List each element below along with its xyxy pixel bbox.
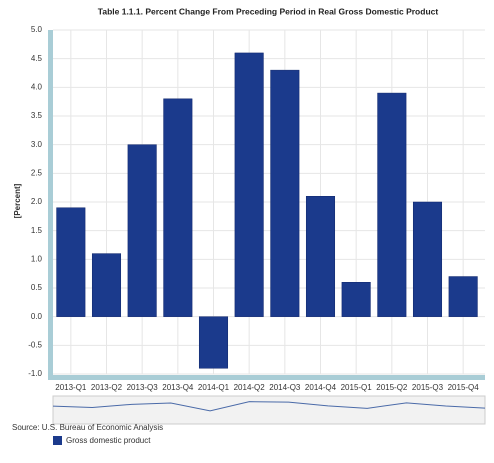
bar bbox=[448, 276, 478, 317]
y-tick-label: -0.5 bbox=[28, 340, 42, 349]
x-tick-label: 2013-Q4 bbox=[162, 383, 194, 392]
bar bbox=[377, 92, 407, 317]
y-tick-label: 2.5 bbox=[31, 168, 43, 177]
y-tick-label: 2.0 bbox=[31, 197, 43, 206]
y-tick-label: 1.0 bbox=[31, 254, 43, 263]
x-tick-label: 2014-Q2 bbox=[234, 383, 266, 392]
y-tick-label: 4.0 bbox=[31, 82, 43, 91]
y-tick-label: 1.5 bbox=[31, 226, 43, 235]
bar bbox=[305, 196, 336, 317]
chart-title: Table 1.1.1. Percent Change From Precedi… bbox=[98, 6, 439, 16]
bar bbox=[163, 98, 193, 317]
y-tick-label: 5.0 bbox=[31, 25, 43, 34]
y-tick-label: 0.0 bbox=[31, 312, 43, 321]
bar bbox=[412, 201, 443, 317]
bar bbox=[341, 282, 371, 317]
legend-swatch bbox=[53, 436, 62, 445]
x-tick-label: 2014-Q1 bbox=[198, 383, 230, 392]
y-axis-bar bbox=[48, 30, 53, 380]
x-tick-label: 2015-Q3 bbox=[412, 383, 444, 392]
navigator bbox=[52, 395, 486, 425]
y-tick-label: 4.5 bbox=[31, 54, 43, 63]
bar bbox=[91, 253, 122, 317]
y-tick-label: 3.5 bbox=[31, 111, 43, 120]
x-tick-label: 2013-Q1 bbox=[55, 383, 87, 392]
bar bbox=[270, 69, 300, 317]
x-tick-label: 2014-Q3 bbox=[269, 383, 301, 392]
x-tick-label: 2015-Q2 bbox=[376, 383, 408, 392]
x-tick-label: 2014-Q4 bbox=[305, 383, 337, 392]
bar bbox=[198, 316, 229, 369]
source-note: Source: U.S. Bureau of Economic Analysis bbox=[12, 423, 163, 432]
legend-label: Gross domestic product bbox=[66, 436, 151, 445]
x-tick-label: 2015-Q4 bbox=[448, 383, 480, 392]
x-tick-label: 2013-Q2 bbox=[91, 383, 123, 392]
x-tick-label: 2013-Q3 bbox=[127, 383, 159, 392]
y-tick-label: -1.0 bbox=[28, 369, 42, 378]
navigator-line bbox=[52, 401, 486, 412]
y-tick-label: 3.0 bbox=[31, 140, 43, 149]
bar bbox=[56, 207, 86, 317]
x-axis-bar bbox=[48, 375, 485, 380]
y-tick-label: 0.5 bbox=[31, 283, 43, 292]
x-tick-label: 2015-Q1 bbox=[341, 383, 373, 392]
y-axis-label: [Percent] bbox=[13, 183, 22, 218]
bar bbox=[127, 144, 157, 317]
bar bbox=[234, 52, 264, 317]
